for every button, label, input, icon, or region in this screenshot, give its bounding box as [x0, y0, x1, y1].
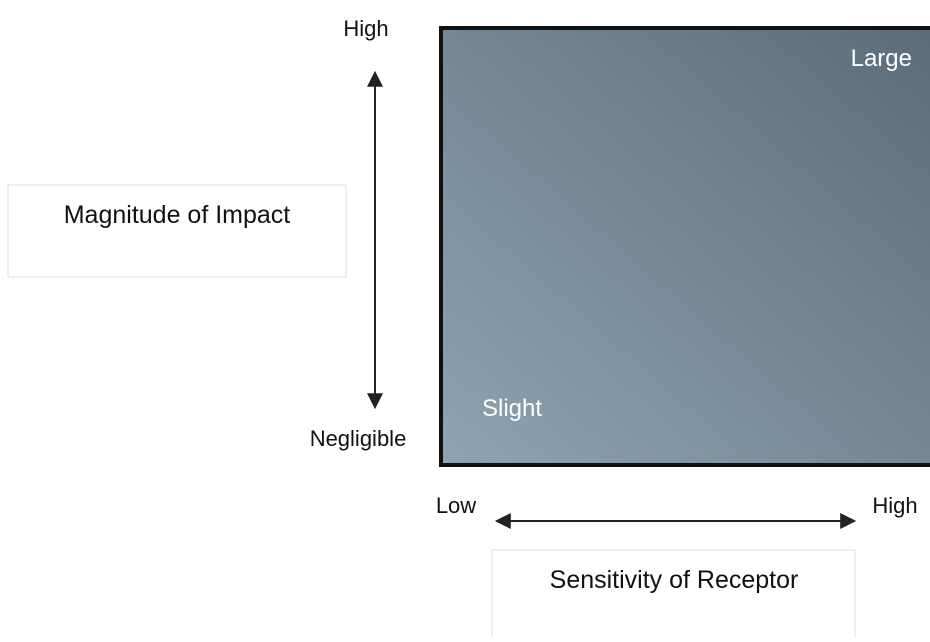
- y-title-box: [7, 184, 347, 278]
- large-label: Large: [851, 45, 912, 72]
- y-title: Magnitude of Impact: [64, 201, 291, 229]
- x-title-box: [491, 549, 856, 642]
- x-title: Sensitivity of Receptor: [550, 566, 799, 594]
- slight-label: Slight: [482, 395, 542, 422]
- matrix-box: [439, 26, 930, 467]
- x-right-label: High: [872, 493, 917, 518]
- y-top-label: High: [343, 16, 388, 41]
- y-bottom-label: Negligible: [310, 426, 407, 451]
- x-left-label: Low: [436, 493, 476, 518]
